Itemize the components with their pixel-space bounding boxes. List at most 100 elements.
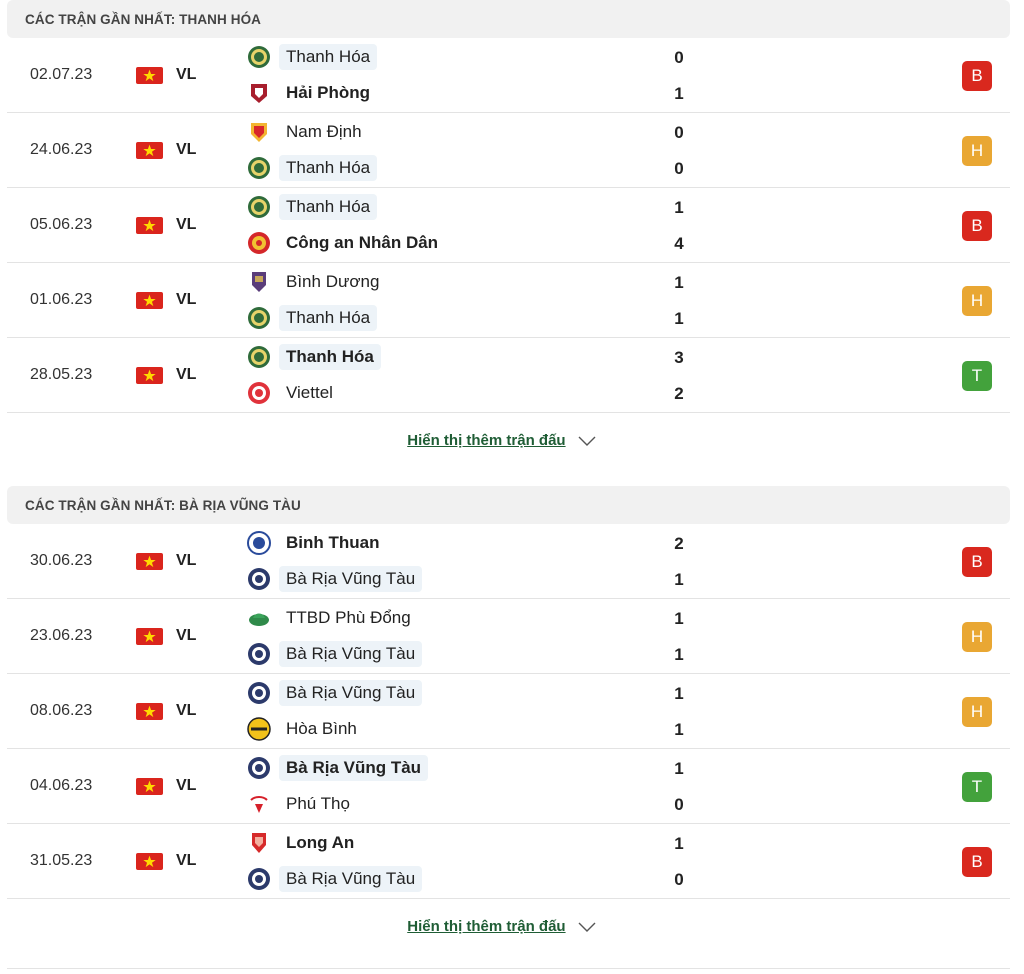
team-home[interactable]: Thanh Hóa [247,343,381,371]
league-label: VL [176,366,197,383]
team-home[interactable]: Thanh Hóa [247,193,378,221]
team-away[interactable]: Viettel [247,379,340,407]
match-row[interactable]: 28.05.23 VL Thanh Hóa Viettel 3 2 T [7,338,1010,413]
result-badge: H [962,622,992,652]
away-score: 0 [674,870,684,889]
league-label: VL [176,66,197,83]
match-row[interactable]: 30.06.23 VL Binh Thuan Bà Rịa Vũng Tàu 2 1 B [7,524,1010,599]
match-row[interactable]: 05.06.23 VL Thanh Hóa Công an Nhân Dân 1 4 B [7,188,1010,263]
hai-phong-logo [247,81,271,105]
vietnam-flag-icon [136,628,163,645]
team-away[interactable]: Bà Rịa Vũng Tàu [247,565,423,593]
away-score: 2 [674,384,684,403]
show-more-label: Hiển thị thêm trận đấu [407,432,566,449]
team-home[interactable]: Binh Thuan [247,529,386,557]
vietnam-flag-icon [136,703,163,720]
ba-ria-logo [247,756,271,780]
result-badge: B [962,847,992,877]
team-away[interactable]: Công an Nhân Dân [247,229,445,257]
home-score: 1 [674,684,684,703]
binh-duong-logo [247,270,271,294]
match-row[interactable]: 23.06.23 VL TTBD Phù Đổng Bà Rịa Vũng Tàu 1 1… [7,599,1010,674]
match-date: 02.07.23 [30,66,93,83]
team-away[interactable]: Hải Phòng [247,79,377,107]
result-badge: H [962,286,992,316]
chevron-down-icon [578,919,596,936]
thanh-hoa-logo [247,195,271,219]
team-home[interactable]: Bà Rịa Vũng Tàu [247,754,429,782]
home-score: 1 [674,834,684,853]
team-name: Bà Rịa Vũng Tàu [279,641,423,667]
phu-dong-logo [247,606,271,630]
match-date: 24.06.23 [30,141,93,158]
team-name: Hòa Bình [286,719,357,738]
team-home[interactable]: TTBD Phù Đổng [247,604,418,632]
away-score: 1 [674,720,684,739]
vietnam-flag-icon [136,292,163,309]
team-away[interactable]: Bà Rịa Vũng Tàu [247,865,423,893]
team-name: Thanh Hóa [279,155,378,181]
match-date: 23.06.23 [30,627,93,644]
team-name: Hải Phòng [286,83,371,102]
divider [7,968,1010,969]
result-badge: T [962,772,992,802]
league-label: VL [176,552,197,569]
vietnam-flag-icon [136,778,163,795]
home-score: 0 [674,48,684,67]
match-row[interactable]: 01.06.23 VL Bình Dương Thanh Hóa 1 1 H [7,263,1010,338]
match-row[interactable]: 24.06.23 VL Nam Định Thanh Hóa 0 0 H [7,113,1010,188]
result-badge: T [962,361,992,391]
team-home[interactable]: Thanh Hóa [247,43,378,71]
home-score: 1 [674,609,684,628]
thanh-hoa-logo [247,156,271,180]
team-name: Thanh Hóa [279,44,378,70]
team-name: Thanh Hóa [279,344,381,370]
result-badge: B [962,61,992,91]
team-home[interactable]: Bình Dương [247,268,386,296]
home-score: 1 [674,759,684,778]
team-away[interactable]: Bà Rịa Vũng Tàu [247,640,423,668]
home-score: 2 [674,534,684,553]
away-score: 0 [674,159,684,178]
show-more-label: Hiển thị thêm trận đấu [407,918,566,935]
league-label: VL [176,702,197,719]
match-row[interactable]: 08.06.23 VL Bà Rịa Vũng Tàu Hòa Bình 1 1 H [7,674,1010,749]
team-home[interactable]: Nam Định [247,118,369,146]
team-home[interactable]: Long An [247,829,361,857]
recent-matches-ba-ria-vung-tau: CÁC TRẬN GẦN NHẤT: BÀ RỊA VŨNG TÀU 30.06… [7,486,1010,899]
result-badge: B [962,547,992,577]
away-score: 4 [674,234,684,253]
team-name: Bình Dương [286,272,380,291]
match-row[interactable]: 04.06.23 VL Bà Rịa Vũng Tàu Phú Thọ 1 0 T [7,749,1010,824]
team-name: Nam Định [286,122,362,141]
away-score: 1 [674,570,684,589]
team-name: Bà Rịa Vũng Tàu [279,680,423,706]
team-away[interactable]: Thanh Hóa [247,154,378,182]
match-row[interactable]: 02.07.23 VL Thanh Hóa Hải Phòng 0 1 B [7,38,1010,113]
recent-matches-thanh-hoa: CÁC TRẬN GẦN NHẤT: THANH HÓA 02.07.23 VL T… [7,0,1010,413]
phu-tho-logo [247,792,271,816]
team-name: Công an Nhân Dân [286,233,439,252]
team-name: Thanh Hóa [279,305,378,331]
home-score: 3 [674,348,684,367]
away-score: 0 [674,795,684,814]
team-away[interactable]: Phú Thọ [247,790,357,818]
match-list: 30.06.23 VL Binh Thuan Bà Rịa Vũng Tàu 2 1 B 23… [7,524,1010,899]
team-away[interactable]: Hòa Bình [247,715,364,743]
league-label: VL [176,777,197,794]
team-home[interactable]: Bà Rịa Vũng Tàu [247,679,423,707]
vietnam-flag-icon [136,67,163,84]
team-away[interactable]: Thanh Hóa [247,304,378,332]
match-list: 02.07.23 VL Thanh Hóa Hải Phòng 0 1 B 24.06.23 V… [7,38,1010,413]
team-name: Long An [286,833,355,852]
vietnam-flag-icon [136,853,163,870]
match-date: 28.05.23 [30,366,93,383]
ba-ria-logo [247,681,271,705]
match-row[interactable]: 31.05.23 VL Long An Bà Rịa Vũng Tàu 1 0 B [7,824,1010,899]
match-date: 05.06.23 [30,216,93,233]
show-more-matches-link[interactable]: Hiển thị thêm trận đấu [0,432,1003,450]
team-name: Phú Thọ [286,794,350,813]
league-label: VL [176,291,197,308]
match-date: 01.06.23 [30,291,93,308]
show-more-matches-link[interactable]: Hiển thị thêm trận đấu [0,918,1003,936]
